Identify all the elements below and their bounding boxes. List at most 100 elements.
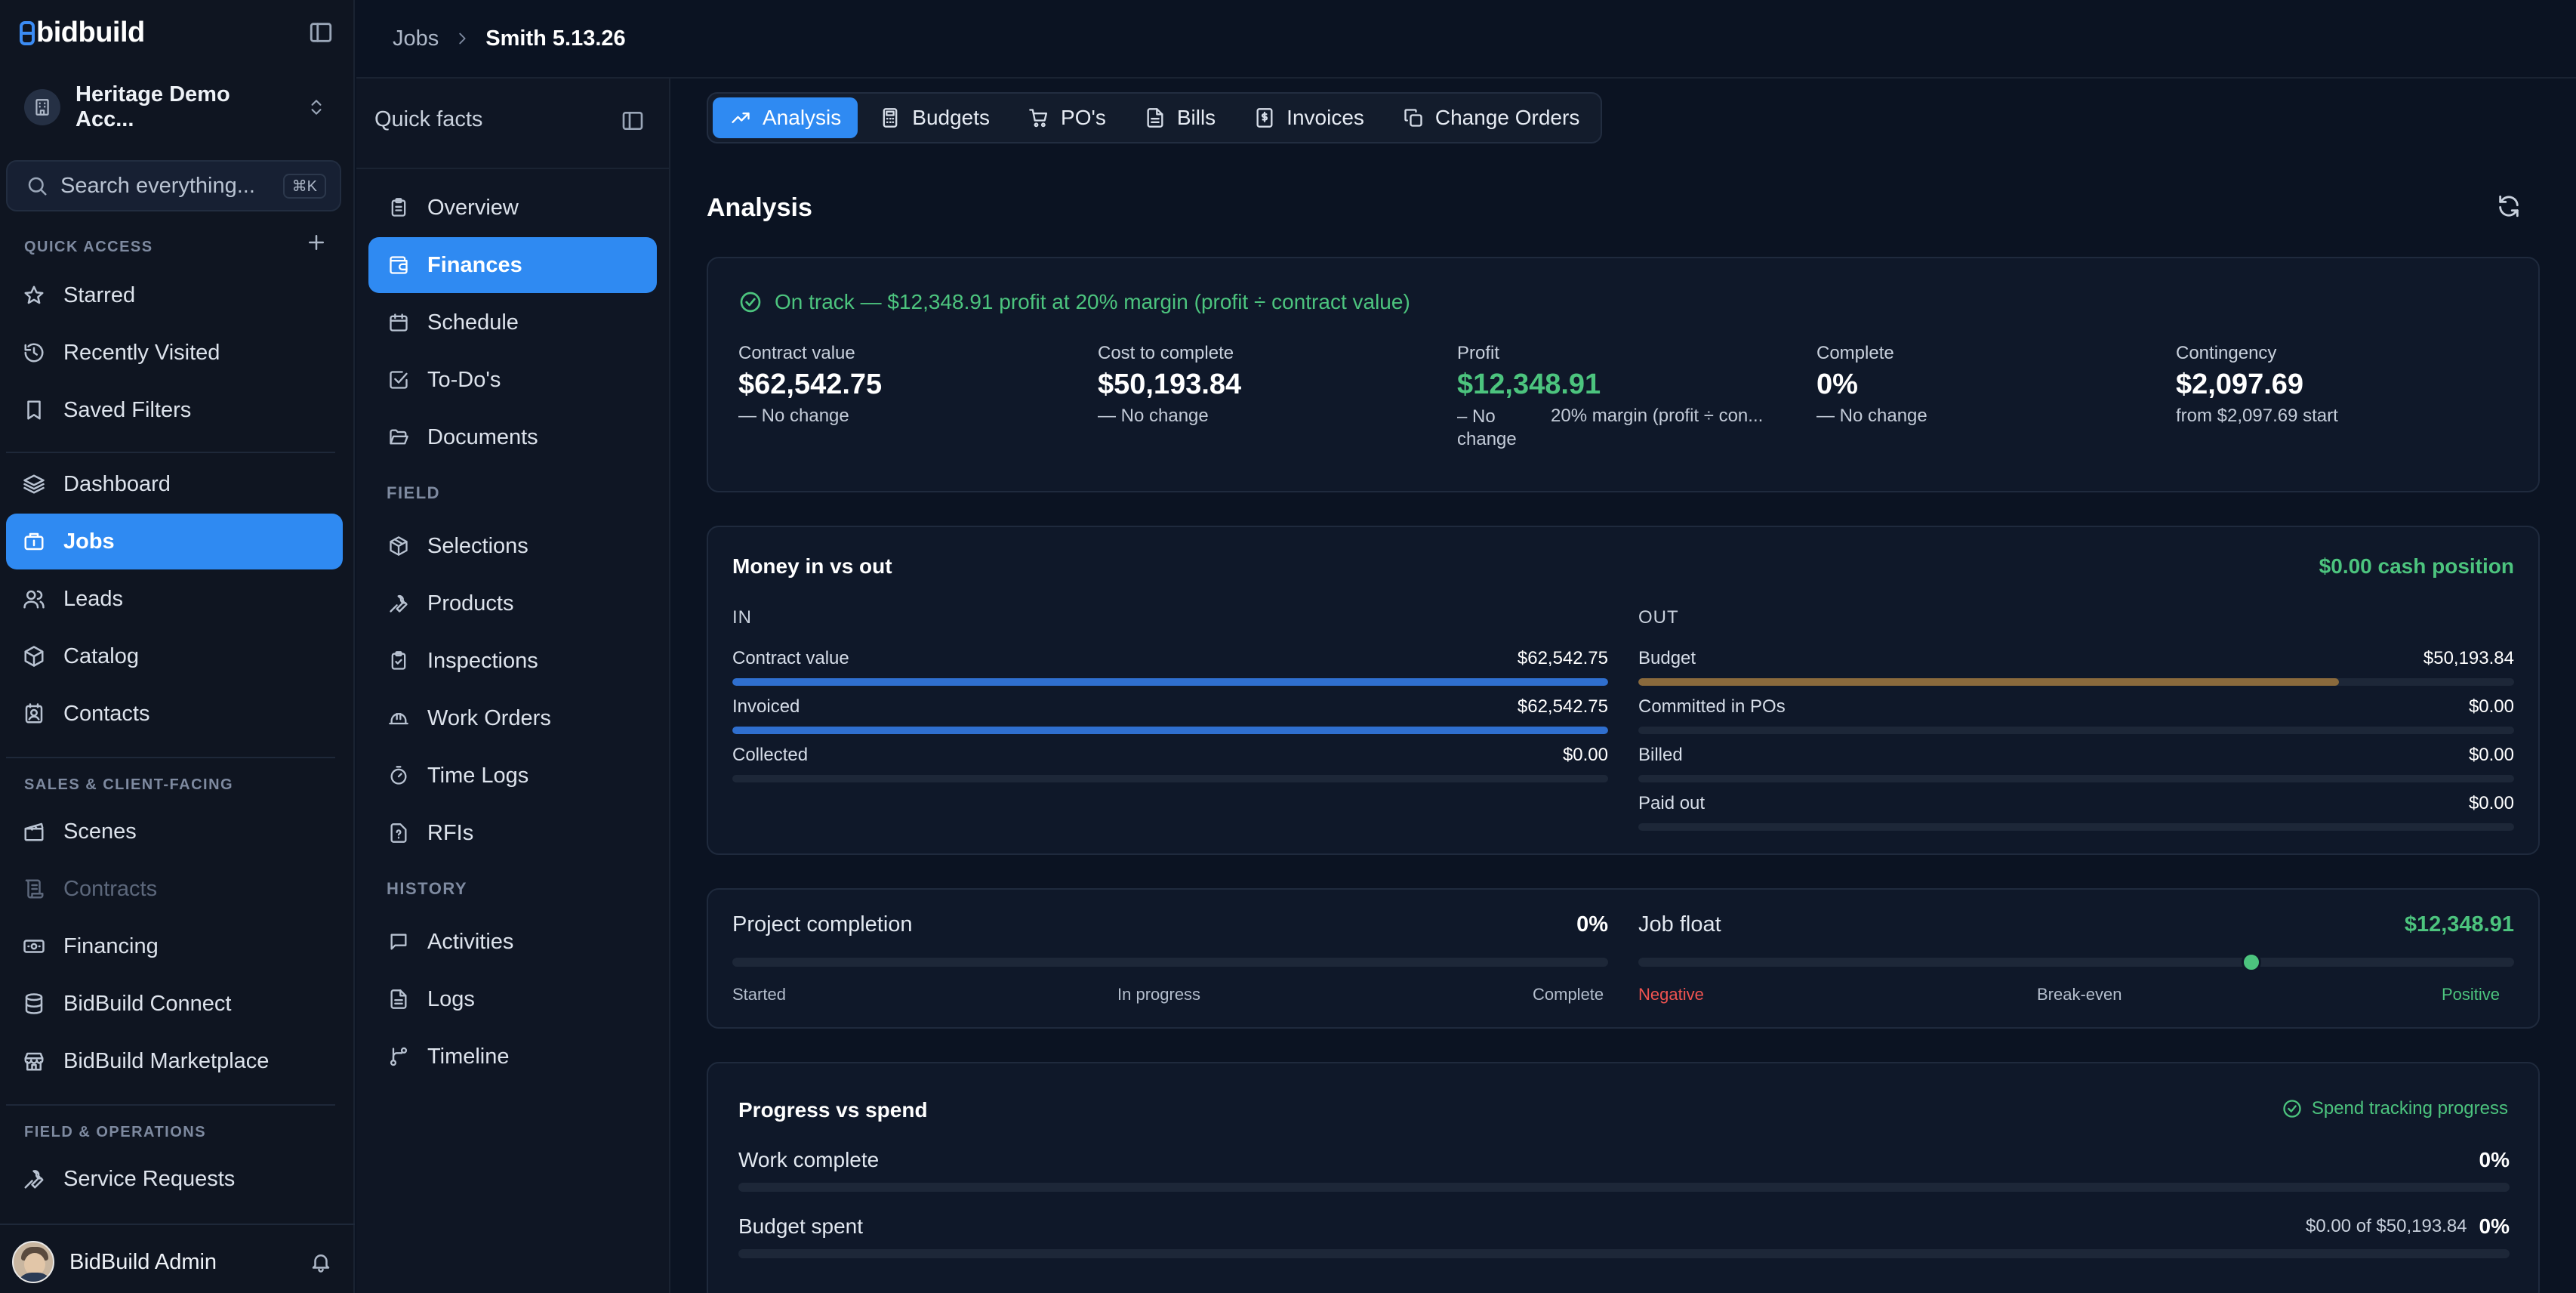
subnav-schedule[interactable]: Schedule	[368, 295, 657, 350]
subnav-documents[interactable]: Documents	[368, 409, 657, 465]
sidebar-item-label: BidBuild Connect	[63, 991, 232, 1016]
tab-analysis[interactable]: Analysis	[713, 97, 858, 138]
job-float-value: $12,348.91	[2404, 912, 2514, 937]
progress-track	[1638, 727, 2514, 734]
shopping-cart-icon	[1028, 106, 1050, 129]
tab-label: Analysis	[763, 106, 842, 129]
sidebar-item-label: Dashboard	[63, 471, 171, 496]
banknote-icon	[21, 933, 47, 959]
subnav-products[interactable]: Products	[368, 576, 657, 631]
add-quick-access-icon[interactable]	[305, 231, 332, 258]
row-amount: $62,542.75	[1517, 696, 1608, 717]
breadcrumb: Jobs Smith 5.13.26	[356, 0, 2576, 79]
search-shortcut: ⌘K	[282, 173, 326, 199]
progress-track	[732, 727, 1608, 734]
calculator-icon	[879, 106, 901, 129]
divider	[6, 1104, 335, 1106]
panel-toggle-icon[interactable]	[621, 109, 645, 133]
subnav-work-orders[interactable]: Work Orders	[368, 690, 657, 746]
in-row-contract-value: Contract value $62,542.75	[732, 648, 1608, 686]
tab-pos[interactable]: PO's	[1011, 97, 1123, 138]
sidebar-item-contracts[interactable]: Contracts	[6, 861, 343, 917]
row-label: Contract value	[732, 648, 849, 668]
tab-label: Invoices	[1286, 106, 1364, 129]
row-amount: $50,193.84	[2423, 648, 2514, 668]
sidebar-item-contacts[interactable]: Contacts	[6, 686, 343, 742]
search-placeholder: Search everything...	[60, 173, 255, 198]
user-menu[interactable]: BidBuild Admin	[0, 1231, 355, 1293]
metric-cost-to-complete: Cost to complete $50,193.84 — No change	[1098, 343, 1453, 427]
sidebar-toggle-icon[interactable]	[308, 20, 335, 47]
tab-change-orders[interactable]: Change Orders	[1385, 97, 1596, 138]
sidebar-item-financing[interactable]: Financing	[6, 918, 343, 974]
sidebar-item-label: Service Requests	[63, 1166, 236, 1191]
subnav-todos[interactable]: To-Do's	[368, 352, 657, 408]
global-search[interactable]: Search everything... ⌘K	[6, 160, 341, 211]
row-amount: $62,542.75	[1517, 648, 1608, 668]
page-title: Analysis	[707, 193, 812, 222]
sidebar-item-label: Financing	[63, 933, 159, 958]
subnav-time-logs[interactable]: Time Logs	[368, 748, 657, 804]
tab-invoices[interactable]: Invoices	[1237, 97, 1381, 138]
subnav-activities[interactable]: Activities	[368, 914, 657, 970]
sidebar-item-bidbuild-connect[interactable]: BidBuild Connect	[6, 976, 343, 1032]
sidebar-item-label: Leads	[63, 586, 124, 611]
metric-value: $12,348.91	[1457, 369, 1601, 400]
user-name: BidBuild Admin	[69, 1249, 217, 1274]
wallet-icon	[387, 253, 411, 277]
bookmark-icon	[21, 397, 47, 423]
bell-icon[interactable]	[310, 1251, 332, 1273]
tab-label: Bills	[1176, 106, 1216, 129]
subnav-finances[interactable]: Finances	[368, 237, 657, 293]
finance-tabs: Analysis Budgets PO's Bills Invoices Cha…	[707, 92, 1603, 143]
progress-track	[738, 1249, 2510, 1258]
sidebar-item-saved-filters[interactable]: Saved Filters	[6, 382, 343, 438]
subnav-rfis[interactable]: RFIs	[368, 805, 657, 861]
tab-budgets[interactable]: Budgets	[862, 97, 1006, 138]
tab-bills[interactable]: Bills	[1127, 97, 1232, 138]
sidebar-item-jobs[interactable]: Jobs	[6, 514, 343, 569]
subnav-section-history: HISTORY	[387, 879, 468, 898]
sidebar-item-service-requests[interactable]: Service Requests	[6, 1151, 343, 1207]
subnav-timeline[interactable]: Timeline	[368, 1029, 657, 1085]
sidebar-item-bidbuild-marketplace[interactable]: BidBuild Marketplace	[6, 1033, 343, 1089]
sidebar-item-dashboard[interactable]: Dashboard	[6, 456, 343, 512]
sidebar-item-label: Saved Filters	[63, 397, 192, 422]
main-sidebar: bidbuild Heritage Demo Acc... Search eve…	[0, 0, 355, 1293]
float-track	[1638, 958, 2514, 967]
metric-sub-row: – No change 20% margin (profit ÷ con...	[1457, 406, 1812, 451]
metric-value: 0%	[1816, 369, 1858, 400]
subnav-label: Documents	[427, 424, 538, 449]
clapperboard-icon	[21, 819, 47, 844]
in-label: IN	[732, 607, 752, 628]
subnav-label: Activities	[427, 929, 514, 954]
subnav-section-field: FIELD	[387, 483, 441, 502]
subnav-label: Timeline	[427, 1044, 510, 1069]
sidebar-item-recently-visited[interactable]: Recently Visited	[6, 325, 343, 381]
metric-change: from $2,097.69 start	[2176, 406, 2338, 426]
metric-change: — No change	[1816, 406, 1927, 426]
progress-track	[1638, 775, 2514, 782]
quick-facts-title[interactable]: Quick facts	[374, 107, 483, 131]
refresh-icon[interactable]	[2496, 193, 2522, 219]
account-switcher[interactable]: Heritage Demo Acc...	[6, 73, 341, 142]
subnav-overview[interactable]: Overview	[368, 180, 657, 236]
git-branch-icon	[387, 1045, 411, 1069]
subnav-logs[interactable]: Logs	[368, 971, 657, 1027]
sidebar-item-scenes[interactable]: Scenes	[6, 804, 343, 859]
work-complete-row: Work complete 0%	[738, 1148, 2510, 1192]
subnav-selections[interactable]: Selections	[368, 518, 657, 574]
sidebar-item-catalog[interactable]: Catalog	[6, 628, 343, 684]
breadcrumb-jobs-link[interactable]: Jobs	[393, 26, 439, 51]
database-icon	[21, 991, 47, 1017]
sidebar-item-leads[interactable]: Leads	[6, 571, 343, 627]
sidebar-item-starred[interactable]: Starred	[6, 267, 343, 323]
layers-icon	[21, 471, 47, 497]
bidbuild-logo[interactable]: bidbuild	[20, 17, 145, 49]
sidebar-item-label: Scenes	[63, 819, 137, 844]
subnav-inspections[interactable]: Inspections	[368, 633, 657, 689]
row-amount: $0.00	[1562, 745, 1608, 765]
metric-label: Profit	[1457, 343, 1500, 363]
section-field-ops: FIELD & OPERATIONS	[24, 1124, 207, 1140]
job-float-label: Job float	[1638, 912, 1721, 937]
